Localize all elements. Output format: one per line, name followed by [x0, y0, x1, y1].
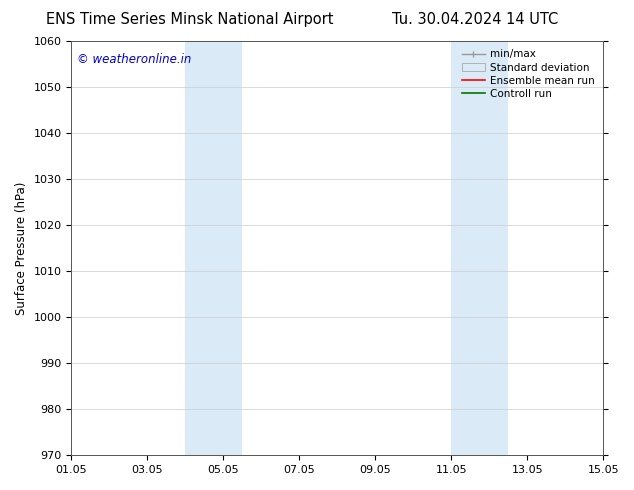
Y-axis label: Surface Pressure (hPa): Surface Pressure (hPa): [15, 181, 28, 315]
Bar: [451, 41, 508, 455]
Bar: [185, 41, 242, 455]
Text: © weatheronline.in: © weatheronline.in: [77, 53, 191, 67]
Text: ENS Time Series Minsk National Airport: ENS Time Series Minsk National Airport: [46, 12, 334, 27]
Legend: min/max, Standard deviation, Ensemble mean run, Controll run: min/max, Standard deviation, Ensemble me…: [459, 46, 598, 102]
Text: Tu. 30.04.2024 14 UTC: Tu. 30.04.2024 14 UTC: [392, 12, 559, 27]
